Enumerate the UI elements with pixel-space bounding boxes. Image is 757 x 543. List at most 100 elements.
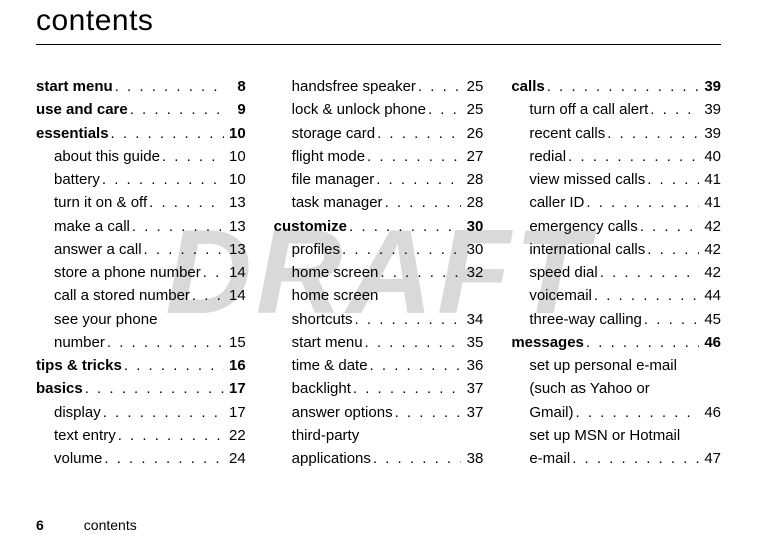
toc-row: time & date36 [274, 354, 484, 377]
toc-row: speed dial42 [511, 261, 721, 284]
toc-row: essentials10 [36, 122, 246, 145]
toc-row: voicemail44 [511, 284, 721, 307]
toc-label: answer a call [36, 238, 142, 261]
toc-leader-dots [393, 401, 462, 424]
toc-row: messages 46 [511, 331, 721, 354]
toc-row: calls 39 [511, 75, 721, 98]
toc-leader-dots [375, 122, 461, 145]
toc-row: answer options37 [274, 401, 484, 424]
toc-label: messages [511, 331, 584, 354]
toc-leader-dots [638, 215, 699, 238]
toc-label: essentials [36, 122, 109, 145]
toc-row: emergency calls42 [511, 215, 721, 238]
toc-label: set up MSN or Hotmail [511, 424, 680, 447]
toc-row: start menu35 [274, 331, 484, 354]
toc-row: home screen [274, 284, 484, 307]
toc-label: flight mode [274, 145, 365, 168]
toc-page: 42 [699, 238, 721, 261]
toc-leader-dots [598, 261, 699, 284]
title-rule [36, 44, 721, 45]
toc-page: 13 [224, 191, 246, 214]
toc-page: 42 [699, 261, 721, 284]
toc-leader-dots [340, 238, 461, 261]
toc-column: start menu8use and care9essentials10abou… [36, 75, 246, 470]
toc-page: 45 [699, 308, 721, 331]
toc-leader-dots [116, 424, 224, 447]
toc-row: international calls 42 [511, 238, 721, 261]
toc-leader-dots [570, 447, 699, 470]
toc-page: 46 [699, 331, 721, 354]
toc-label: calls [511, 75, 544, 98]
toc-row: three-way calling45 [511, 308, 721, 331]
toc-row: customize30 [274, 215, 484, 238]
toc-row: view missed calls41 [511, 168, 721, 191]
toc-leader-dots [648, 98, 699, 121]
toc-label: answer options [274, 401, 393, 424]
toc-page: 13 [224, 238, 246, 261]
toc-label: volume [36, 447, 102, 470]
toc-row: volume24 [36, 447, 246, 470]
toc-page: 27 [461, 145, 483, 168]
toc-label: international calls [511, 238, 645, 261]
toc-row: turn it on & off13 [36, 191, 246, 214]
toc-page: 40 [699, 145, 721, 168]
toc-page: 39 [699, 98, 721, 121]
toc-row: answer a call 13 [36, 238, 246, 261]
toc-page: 30 [461, 238, 483, 261]
toc-page: 10 [224, 168, 246, 191]
toc-page: 14 [224, 284, 246, 307]
toc-row: redial40 [511, 145, 721, 168]
toc-row: see your phone [36, 308, 246, 331]
toc-page: 28 [461, 168, 483, 191]
toc-row: set up personal e-mail [511, 354, 721, 377]
toc-label: see your phone [36, 308, 157, 331]
toc-label: text entry [36, 424, 116, 447]
toc-row: e-mail47 [511, 447, 721, 470]
toc-label: about this guide [36, 145, 160, 168]
toc-leader-dots [100, 168, 224, 191]
toc-leader-dots [351, 377, 461, 400]
toc-page: 46 [699, 401, 721, 424]
toc-leader-dots [201, 261, 224, 284]
toc-row: start menu8 [36, 75, 246, 98]
toc-page: 8 [224, 75, 246, 98]
toc-page: 17 [224, 401, 246, 424]
toc-leader-dots [128, 98, 224, 121]
toc-row: caller ID41 [511, 191, 721, 214]
toc-leader-dots [365, 145, 461, 168]
toc-leader-dots [574, 401, 700, 424]
toc-row: flight mode 27 [274, 145, 484, 168]
toc-page: 39 [699, 75, 721, 98]
toc-label: number [36, 331, 105, 354]
toc-row: handsfree speaker25 [274, 75, 484, 98]
toc-leader-dots [426, 98, 461, 121]
toc-label: file manager [274, 168, 375, 191]
toc-leader-dots [147, 191, 224, 214]
toc-row: file manager 28 [274, 168, 484, 191]
toc-label: storage card [274, 122, 375, 145]
toc-leader-dots [584, 191, 699, 214]
toc-label: make a call [36, 215, 130, 238]
toc-row: turn off a call alert39 [511, 98, 721, 121]
toc-row: (such as Yahoo or [511, 377, 721, 400]
toc-row: tips & tricks16 [36, 354, 246, 377]
toc-leader-dots [130, 215, 224, 238]
toc-row: use and care9 [36, 98, 246, 121]
toc-label: applications [274, 447, 371, 470]
toc-leader-dots [645, 238, 699, 261]
toc-leader-dots [592, 284, 699, 307]
toc-label: basics [36, 377, 83, 400]
toc-label: tips & tricks [36, 354, 122, 377]
toc-page: 28 [461, 191, 483, 214]
toc-page: 34 [461, 308, 483, 331]
toc-label: time & date [274, 354, 368, 377]
footer-label: contents [84, 517, 137, 533]
toc-leader-dots [101, 401, 224, 424]
toc-leader-dots [109, 122, 224, 145]
toc-row: about this guide10 [36, 145, 246, 168]
toc-columns: start menu8use and care9essentials10abou… [36, 75, 721, 470]
toc-page: 37 [461, 377, 483, 400]
toc-page: 14 [224, 261, 246, 284]
toc-row: storage card26 [274, 122, 484, 145]
toc-label: call a stored number [36, 284, 190, 307]
